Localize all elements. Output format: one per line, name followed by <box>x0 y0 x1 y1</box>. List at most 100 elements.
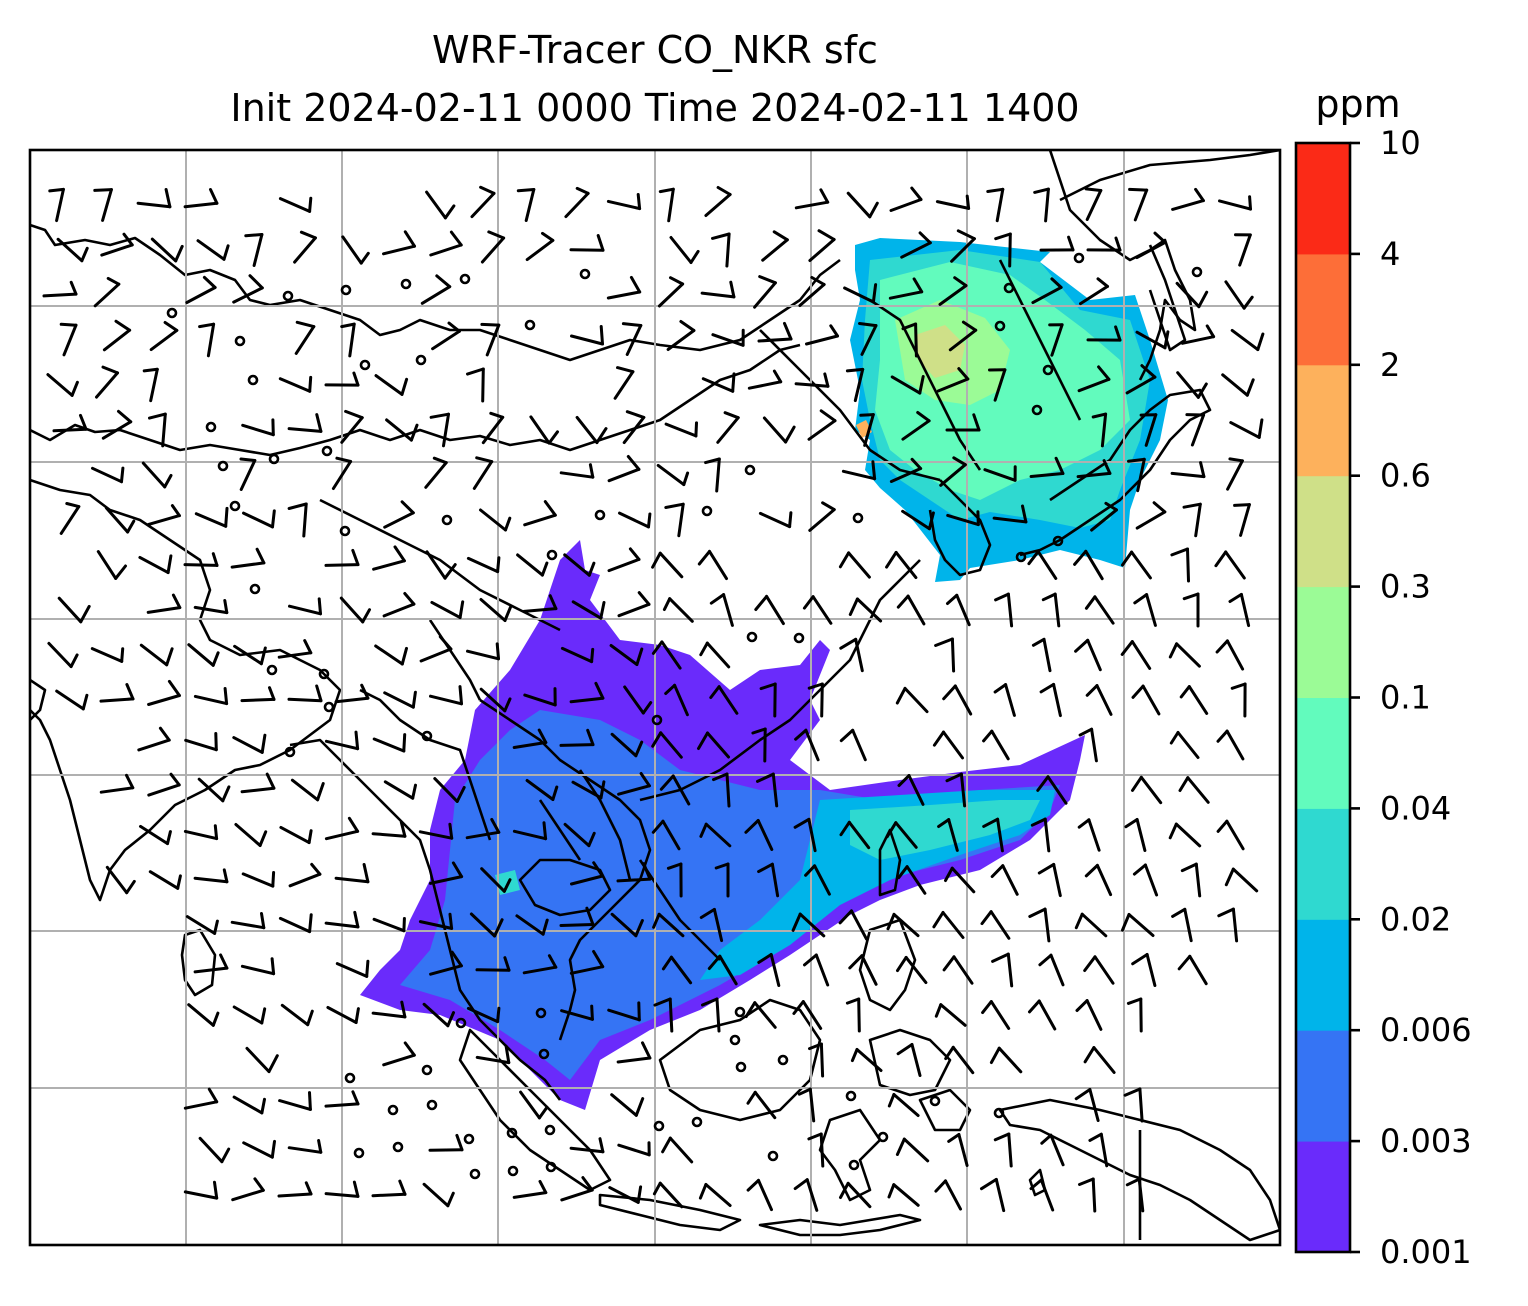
calm-station-circle <box>507 1165 519 1177</box>
wind-barb-flag <box>158 726 171 742</box>
calm-station-circle <box>994 320 1006 332</box>
calm-station-circle <box>339 525 351 537</box>
wind-barb-shaft <box>519 1090 541 1120</box>
wind-barb-shaft <box>808 1087 816 1123</box>
wind-barb-flag <box>910 186 923 201</box>
wind-barb-flag <box>711 232 731 240</box>
wind-barb-shaft <box>747 380 783 390</box>
wind-barb-flag <box>114 564 127 580</box>
wind-barb-flag <box>1182 592 1200 601</box>
calm-station-circle <box>545 1161 557 1173</box>
wind-barb-flag <box>411 783 417 800</box>
wind-barb-shaft <box>1053 592 1061 628</box>
wind-barb-shaft <box>559 471 595 479</box>
wind-barb-shaft <box>607 557 641 573</box>
wind-barb-shaft <box>1086 638 1102 672</box>
wind-barb-shaft <box>481 367 485 403</box>
wind-barb-flag <box>287 502 308 510</box>
wind-barb-shaft <box>811 595 833 625</box>
wind-barb-flag <box>788 511 793 529</box>
wind-barb-shaft <box>1133 188 1149 222</box>
wind-barb-flag <box>1124 818 1139 829</box>
wind-barb-flag <box>731 372 736 393</box>
wind-barb-shaft <box>147 783 181 797</box>
wind-barb-shaft <box>808 238 836 262</box>
wind-barb-shaft <box>524 188 536 222</box>
wind-barb-flag <box>1205 324 1216 339</box>
wind-barb-shaft <box>563 553 591 577</box>
wind-barb-shaft <box>1144 413 1158 447</box>
wind-barb-shaft <box>608 1186 640 1204</box>
wind-barb-flag <box>704 457 721 465</box>
wind-barb-shaft <box>941 911 965 939</box>
wind-barb-shaft <box>704 822 732 848</box>
calm-station-circle <box>249 583 261 595</box>
wind-barb-shaft <box>847 551 871 579</box>
wind-barb-flag <box>697 549 711 566</box>
wind-barb-flag <box>1177 954 1192 971</box>
wind-barb-flag <box>101 365 119 375</box>
wind-barb-shaft <box>240 964 276 976</box>
wind-barb-flag <box>944 1045 955 1061</box>
wind-barb-flag <box>164 188 172 209</box>
wind-barb-flag <box>449 230 463 247</box>
wind-barb-flag <box>69 653 79 669</box>
wind-barb-shaft <box>904 955 928 985</box>
wind-barb-shaft <box>278 916 312 934</box>
map-plot-area <box>30 150 1280 1245</box>
calm-station-circle <box>1031 404 1043 416</box>
wind-barb-shaft <box>100 243 134 257</box>
calm-station-circle <box>744 464 756 476</box>
wind-barb-flag <box>592 861 604 878</box>
wind-barb-flag <box>990 864 1005 878</box>
wind-barb-flag <box>694 421 698 438</box>
wind-barb-flag <box>1230 682 1247 690</box>
wind-barb-flag <box>699 822 708 838</box>
wind-barb-flag <box>590 647 595 664</box>
wind-barb-flag <box>551 785 559 801</box>
wind-barb-flag <box>635 647 644 666</box>
wind-barb-flag <box>1104 501 1118 512</box>
wind-barb-shaft <box>1175 642 1201 668</box>
calm-station-circle <box>734 1006 746 1018</box>
wind-barb-flag <box>895 1137 906 1156</box>
wind-barb-shaft <box>62 323 78 357</box>
calm-station-circle <box>993 1107 1005 1119</box>
wind-barb-shaft <box>906 594 926 626</box>
wind-barb-flag <box>211 1011 220 1027</box>
wind-barb-shaft <box>374 644 404 666</box>
wind-barb-shaft <box>813 864 831 896</box>
wind-barb-flag <box>1214 550 1228 568</box>
wind-barb-flag <box>489 411 505 419</box>
wind-barb-shaft <box>753 281 777 309</box>
wind-barb-shaft <box>425 190 447 220</box>
wind-barb-flag <box>641 701 653 715</box>
wind-barb-shaft <box>324 921 360 929</box>
wind-barb-flag <box>1216 819 1229 833</box>
wind-barb-flag <box>81 693 89 711</box>
wind-barb-shaft <box>193 605 229 615</box>
wind-barb-flag <box>435 274 452 289</box>
wind-barb-flag <box>447 321 461 333</box>
wind-barb-shaft <box>1031 285 1063 305</box>
wind-barb-shaft <box>512 741 548 749</box>
wind-barb-flag <box>1131 953 1149 966</box>
wind-barb-flag <box>802 595 815 610</box>
wind-barb-shaft <box>757 337 793 343</box>
wind-barb-flag <box>538 1179 548 1195</box>
wind-barb-flag <box>399 820 407 838</box>
wind-barb-flag <box>991 952 1010 963</box>
wind-barb-shaft <box>1043 907 1051 943</box>
wind-barb-flag <box>547 430 559 445</box>
wind-barb-flag <box>171 593 182 610</box>
wind-barb-flag <box>859 413 875 417</box>
wind-barb-flag <box>213 1180 219 1200</box>
wind-barb-shaft <box>942 730 964 760</box>
wind-barb-flag <box>664 502 685 509</box>
wind-barb-flag <box>636 193 642 211</box>
wind-barb-shaft <box>1224 280 1246 310</box>
wind-barb-shaft <box>669 955 693 985</box>
wind-barb-shaft <box>1218 199 1252 211</box>
wind-barb-shaft <box>819 1042 825 1078</box>
wind-barb-shaft <box>889 198 923 212</box>
